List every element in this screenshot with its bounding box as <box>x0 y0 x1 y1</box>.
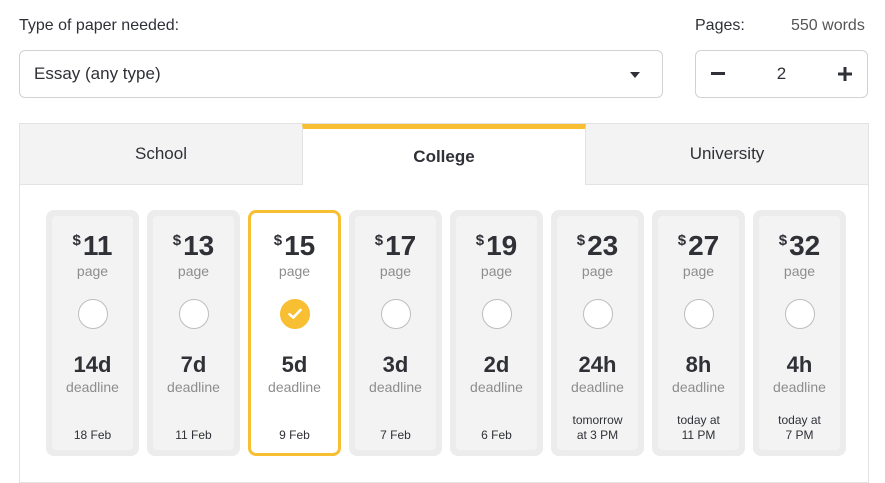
price: $32 <box>778 230 821 261</box>
deadline-date: 11 Feb <box>175 428 212 442</box>
price-unit: page <box>480 263 513 279</box>
deadline-duration: 7d <box>180 352 207 377</box>
plus-icon <box>838 67 852 81</box>
tab-college[interactable]: College <box>302 124 586 185</box>
price-unit: page <box>177 263 210 279</box>
deadline-card[interactable]: $11 page 14d deadline 18 Feb <box>46 210 139 456</box>
deadline-card-selected[interactable]: $15 page 5d deadline 9 Feb <box>248 210 341 456</box>
caret-down-icon <box>630 72 640 78</box>
deadline-label: deadline <box>773 379 826 395</box>
deadline-date: tomorrow at 3 PM <box>572 413 623 442</box>
deadline-card[interactable]: $32 page 4h deadline today at 7 PM <box>753 210 846 456</box>
deadline-label: deadline <box>672 379 725 395</box>
academic-level-tabs: School College University <box>20 124 868 185</box>
deadline-duration: 14d <box>73 352 112 377</box>
deadline-label: deadline <box>66 379 119 395</box>
price: $15 <box>273 230 316 261</box>
deadline-date: today at 11 PM <box>677 413 720 442</box>
words-count: 550 words <box>791 17 865 34</box>
tab-school[interactable]: School <box>20 124 302 185</box>
deadline-card[interactable]: $17 page 3d deadline 7 Feb <box>349 210 442 456</box>
deadline-duration: 2d <box>483 352 510 377</box>
paper-type-label: Type of paper needed: <box>19 17 180 34</box>
minus-icon <box>711 72 725 75</box>
deadline-options: $11 page 14d deadline 18 Feb $13 page 7d… <box>46 210 846 456</box>
radio-button[interactable] <box>178 299 209 329</box>
pages-value[interactable]: 2 <box>776 64 787 83</box>
deadline-label: deadline <box>167 379 220 395</box>
deadline-label: deadline <box>268 379 321 395</box>
deadline-label: deadline <box>571 379 624 395</box>
deadline-card[interactable]: $27 page 8h deadline today at 11 PM <box>652 210 745 456</box>
paper-type-value: Essay (any type) <box>34 64 161 83</box>
radio-button[interactable] <box>380 299 411 329</box>
price-unit: page <box>278 263 311 279</box>
deadline-date: 18 Feb <box>73 428 112 442</box>
price: $13 <box>172 230 215 261</box>
increment-button[interactable] <box>823 51 867 97</box>
deadline-duration: 4h <box>786 352 813 377</box>
price: $17 <box>374 230 417 261</box>
price-unit: page <box>682 263 715 279</box>
deadline-date: 6 Feb <box>481 428 512 442</box>
academic-level-panel: School College University $11 page 14d d… <box>19 123 869 483</box>
radio-button[interactable] <box>683 299 714 329</box>
deadline-duration: 8h <box>685 352 712 377</box>
deadline-card[interactable]: $23 page 24h deadline tomorrow at 3 PM <box>551 210 644 456</box>
price: $23 <box>576 230 619 261</box>
price-unit: page <box>76 263 109 279</box>
deadline-date: 9 Feb <box>279 428 310 442</box>
deadline-duration: 24h <box>578 352 617 377</box>
paper-type-select[interactable]: Essay (any type) <box>19 50 663 98</box>
deadline-duration: 3d <box>382 352 409 377</box>
pages-label: Pages: <box>695 17 745 34</box>
deadline-card[interactable]: $19 page 2d deadline 6 Feb <box>450 210 543 456</box>
pages-stepper: 2 <box>695 50 868 98</box>
radio-button[interactable] <box>481 299 512 329</box>
decrement-button[interactable] <box>696 51 740 97</box>
checkmark-icon <box>287 308 302 319</box>
deadline-label: deadline <box>470 379 523 395</box>
price-unit: page <box>581 263 614 279</box>
radio-button[interactable] <box>77 299 108 329</box>
price: $27 <box>677 230 720 261</box>
deadline-date: 7 Feb <box>380 428 411 442</box>
tab-university[interactable]: University <box>586 124 868 185</box>
deadline-card[interactable]: $13 page 7d deadline 11 Feb <box>147 210 240 456</box>
deadline-date: today at 7 PM <box>778 413 821 442</box>
deadline-duration: 5d <box>281 352 308 377</box>
price: $11 <box>72 230 113 261</box>
deadline-label: deadline <box>369 379 422 395</box>
price-unit: page <box>379 263 412 279</box>
radio-button-checked[interactable] <box>279 299 310 329</box>
radio-button[interactable] <box>582 299 613 329</box>
price-unit: page <box>783 263 816 279</box>
radio-button[interactable] <box>784 299 815 329</box>
price: $19 <box>475 230 518 261</box>
